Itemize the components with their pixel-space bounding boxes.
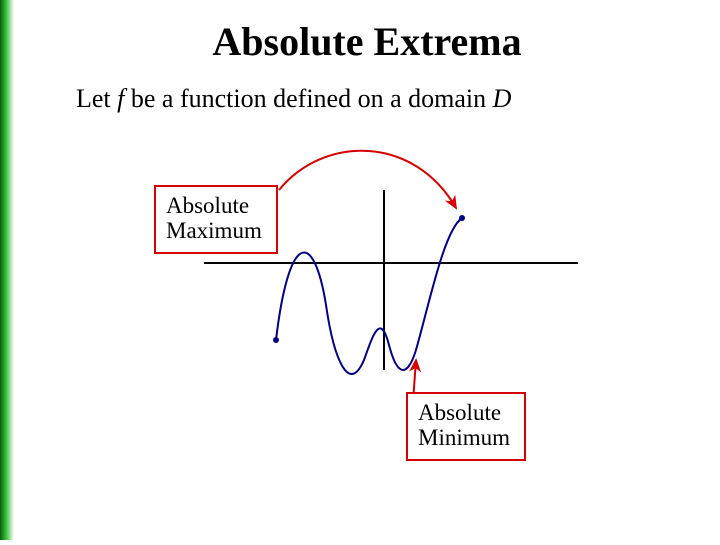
slide-content: Absolute Extrema Let f be a function def… xyxy=(14,0,720,540)
min-line1: Absolute xyxy=(418,400,501,425)
max-line2: Maximum xyxy=(166,218,262,243)
sidebar-svg xyxy=(0,0,14,540)
curve-endpoint-right xyxy=(459,215,465,221)
sidebar-gradient xyxy=(0,0,14,540)
function-curve xyxy=(276,218,462,374)
max-line1: Absolute xyxy=(166,193,249,218)
curve-endpoint-left xyxy=(273,337,279,343)
max-arrow xyxy=(279,151,456,208)
absolute-minimum-label: Absolute Minimum xyxy=(406,392,526,461)
absolute-maximum-label: Absolute Maximum xyxy=(154,185,278,254)
min-line2: Minimum xyxy=(418,425,510,450)
diagram-svg xyxy=(14,0,720,540)
